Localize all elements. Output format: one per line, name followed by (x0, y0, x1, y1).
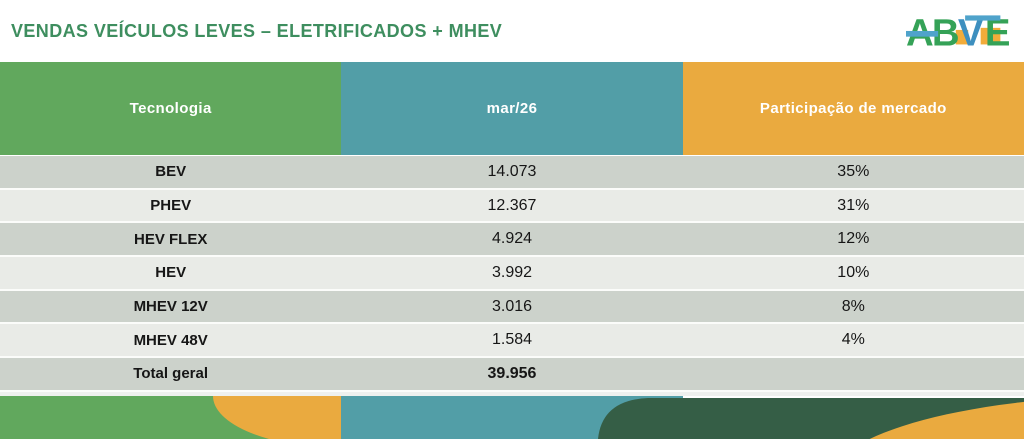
value-cell: 14.073 (487, 162, 537, 180)
value-cell: 4.924 (491, 230, 533, 248)
column-header-tecnologia: Tecnologia (0, 62, 342, 155)
page-title: VENDAS VEÍCULOS LEVES – ELETRIFICADOS + … (11, 21, 503, 41)
table-row: HEV FLEX 4.924 12% (0, 223, 1024, 258)
decorative-footer-band (0, 396, 1024, 439)
table-body: BEV 14.073 35% PHEV 12.367 31% HEV FLEX … (0, 156, 1024, 392)
table-bottom-gap (0, 392, 1024, 396)
tech-cell: Total geral (133, 365, 209, 383)
value-cell: 12.367 (487, 196, 537, 214)
table-row: HEV 3.992 10% (0, 257, 1024, 291)
tech-cell: HEV (155, 264, 187, 282)
table-row: MHEV 12V 3.016 8% (0, 290, 1024, 325)
value-cell: 3.992 (491, 263, 533, 281)
abve-logo: A B V E (906, 11, 1010, 54)
table-row: PHEV 12.367 31% (0, 189, 1024, 224)
table-row-total: Total geral 39.956 (0, 358, 1024, 392)
table-row: MHEV 48V 1.584 4% (0, 324, 1024, 359)
share-cell: 35% (837, 162, 870, 180)
title-bar: VENDAS VEÍCULOS LEVES – ELETRIFICADOS + … (0, 0, 1024, 62)
value-cell: 1.584 (491, 331, 533, 349)
column-header-participacao: Participação de mercado (682, 62, 1024, 155)
tech-cell: MHEV 48V (133, 331, 208, 349)
tech-cell: HEV FLEX (133, 230, 208, 248)
value-cell: 3.016 (491, 297, 533, 315)
share-cell: 8% (841, 297, 865, 315)
share-cell: 10% (837, 263, 870, 281)
share-cell (683, 358, 1024, 390)
share-cell: 12% (837, 230, 870, 248)
tech-cell: PHEV (150, 197, 192, 215)
share-cell: 31% (837, 196, 870, 214)
column-header-mar26: mar/26 (341, 62, 683, 155)
tech-cell: MHEV 12V (133, 298, 208, 316)
tech-cell: BEV (155, 163, 187, 181)
share-cell: 4% (841, 331, 865, 349)
value-cell: 39.956 (487, 364, 537, 382)
table-header-row: Tecnologia mar/26 Participação de mercad… (0, 62, 1024, 155)
band-orange-corner (869, 401, 1024, 439)
table-row: BEV 14.073 35% (0, 156, 1024, 190)
